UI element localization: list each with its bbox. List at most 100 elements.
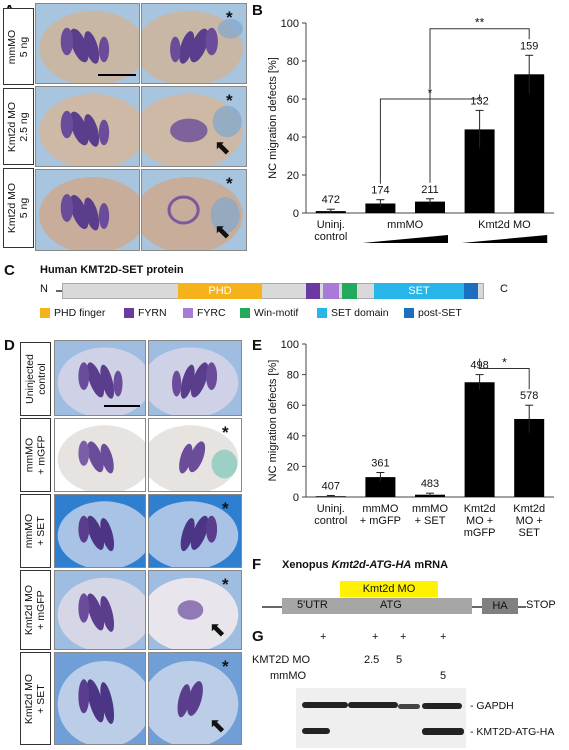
group-label: mmMO: [387, 219, 423, 231]
y-tick-label: 80: [287, 370, 299, 382]
n-label: 159: [520, 40, 538, 52]
bar: [514, 74, 545, 213]
embryo-photo: [141, 169, 247, 251]
domain-fyrn: [306, 283, 320, 299]
bar: [415, 201, 445, 213]
embryo-photo: [148, 418, 242, 492]
legend-fyrc: FYRC: [183, 307, 226, 319]
band-label-kmt2d-ha: - KMT2D-ATG-HA: [470, 726, 555, 738]
arrow-icon: ⬉: [214, 221, 231, 243]
legend-win-motif: Win-motif: [240, 307, 298, 319]
x-tick-label: mmMO + SET: [412, 503, 448, 527]
row-label-mmmo-5ng: mmMO 5 ng: [3, 8, 34, 85]
x-tick-label: Uninj. control: [314, 219, 347, 243]
legend-set-domain: SET domain: [317, 307, 389, 319]
y-tick-label: 100: [281, 339, 299, 351]
y-tick-label: 20: [287, 461, 299, 473]
stop-label: STOP: [526, 599, 556, 611]
construct-gene-bar: [282, 598, 472, 614]
panel-letter-b: B: [252, 2, 263, 19]
c-terminus: C: [500, 283, 508, 295]
row-label-kmt2d-set: Kmt2d MO + SET: [20, 652, 51, 745]
y-tick-label: 40: [287, 431, 299, 443]
blot-band: [348, 702, 398, 708]
significance-bracket: [479, 358, 530, 390]
blot-band: [302, 702, 348, 708]
y-tick-label: 0: [293, 492, 299, 504]
plus-sign: +: [440, 631, 447, 643]
domain-fyrc: [323, 283, 339, 299]
embryo-photo: [148, 570, 242, 650]
band-label-gapdh: - GAPDH: [470, 700, 514, 712]
atg-label: ATG: [380, 599, 402, 611]
significance-star: *: [502, 355, 507, 369]
row-label-kmt2d-5ng: Kmt2d MO 5 ng: [3, 168, 34, 248]
blot-band: [302, 728, 330, 734]
construct-title: Xenopus Kmt2d-ATG-HA mRNA: [282, 559, 449, 571]
mo-target-box: Kmt2d MO: [340, 581, 438, 597]
x-tick-label: Uninj. control: [314, 503, 347, 527]
domain-win-motif: [342, 283, 357, 299]
y-tick-label: 60: [287, 94, 299, 106]
construct-line: [262, 606, 282, 608]
x-tick-label: Kmt2d MO + mGFP: [464, 503, 496, 539]
n-label: 407: [322, 480, 340, 492]
embryo-photo: [141, 3, 247, 84]
y-tick-label: 0: [293, 208, 299, 220]
injected-side-star: *: [226, 174, 233, 193]
bar: [365, 203, 396, 213]
dose-wedge: [362, 235, 448, 243]
dose-value: 2.5: [364, 654, 380, 666]
blot-band: [398, 704, 420, 709]
n-label: 472: [322, 194, 340, 206]
protein-title: Human KMT2D-SET protein: [40, 264, 184, 276]
group-label: Kmt2d MO: [478, 219, 531, 231]
injected-side-star: *: [226, 8, 233, 27]
blot-membrane: [296, 688, 466, 748]
kmt2d-mo-label: KMT2D MO: [252, 654, 311, 666]
blot-band: [422, 703, 462, 709]
plus-sign: +: [400, 631, 407, 643]
injected-side-star: *: [222, 575, 229, 594]
bar: [365, 477, 396, 497]
n-label: 361: [371, 458, 389, 470]
embryo-photo: [35, 86, 140, 167]
mmmo-label: mmMO: [270, 670, 307, 682]
row-label-kmt2d-2-5ng: Kmt2d MO 2.5 ng: [3, 88, 34, 165]
embryo-photo: [148, 652, 242, 745]
embryo-photo: [54, 652, 146, 745]
construct-line: [518, 606, 526, 608]
panel-letter-g: G: [252, 628, 264, 645]
panel-letter-c: C: [4, 262, 15, 279]
domain-post-set: [464, 283, 478, 299]
row-label-uninjected: Uninjected control: [20, 342, 51, 416]
blot-band: [422, 728, 464, 735]
legend-fyrn: FYRN: [124, 307, 167, 319]
arrow-icon: ⬉: [214, 137, 231, 159]
legend-phd-finger: PHD finger: [40, 307, 105, 319]
significance-star: **: [475, 16, 485, 30]
injected-side-star: *: [226, 91, 233, 110]
y-axis-label: NC migration defects [%]: [267, 360, 279, 482]
scale-bar: [98, 74, 136, 76]
n-label: 483: [421, 478, 439, 490]
n-label: 174: [371, 185, 389, 197]
injected-side-star: *: [222, 423, 229, 442]
domain-phd: PHD: [178, 283, 262, 299]
chart-b: 0 20 40 60 80 100 NC migration defects [%] 472 1…: [267, 16, 554, 243]
arrow-icon: ⬉: [209, 715, 226, 737]
embryo-photo: [148, 340, 242, 416]
panel-letter-e: E: [252, 337, 263, 354]
legend-post-set: post-SET: [404, 307, 462, 319]
dose-value: 5: [440, 670, 447, 682]
y-tick-label: 40: [287, 132, 299, 144]
n-terminus: N: [40, 283, 48, 295]
embryo-photo: [35, 3, 140, 84]
n-label: 132: [470, 95, 488, 107]
y-tick-label: 60: [287, 400, 299, 412]
embryo-photo: [54, 418, 146, 492]
embryo-photo: [35, 169, 140, 251]
panel-letter-d: D: [4, 337, 15, 354]
y-tick-label: 80: [287, 56, 299, 68]
